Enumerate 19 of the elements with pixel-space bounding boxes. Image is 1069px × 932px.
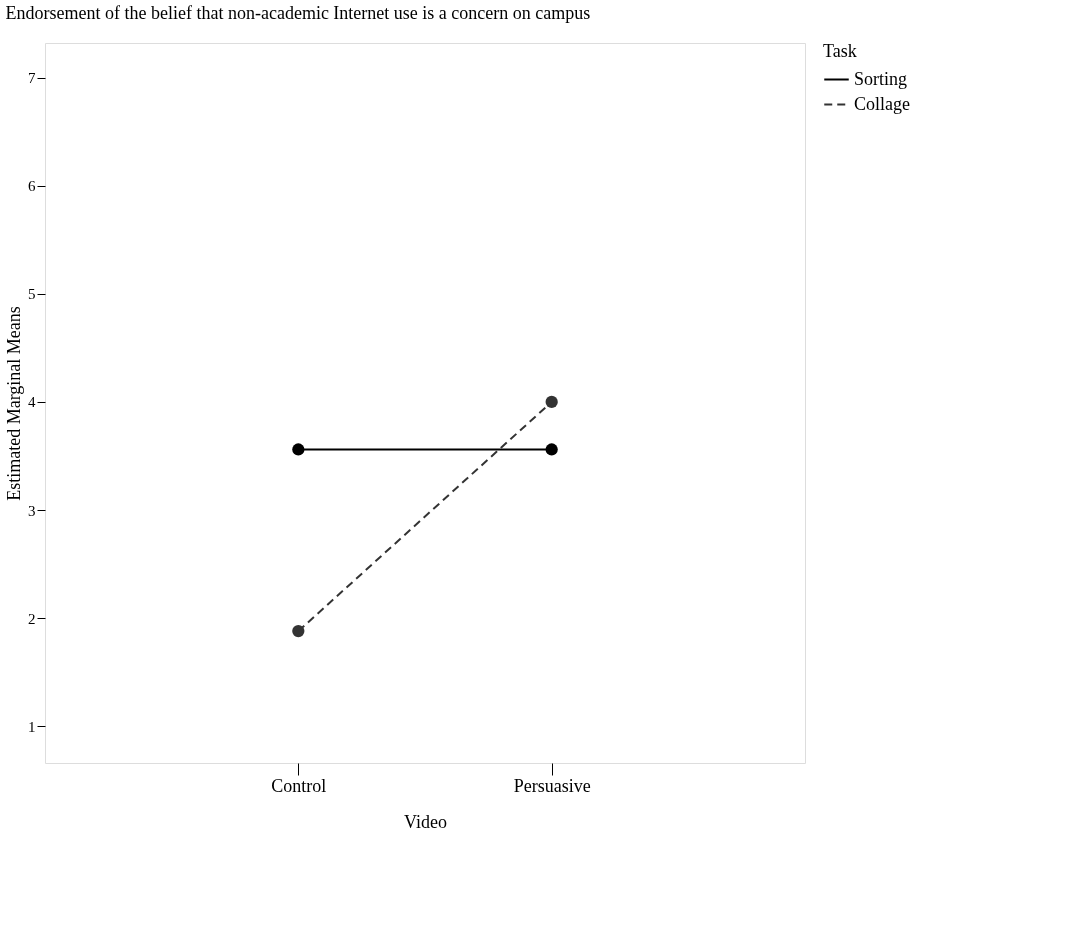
- y-tick-label: 7: [28, 70, 36, 87]
- point: [292, 443, 305, 456]
- legend-label: Sorting: [854, 68, 908, 89]
- point: [545, 395, 558, 409]
- point: [292, 625, 305, 638]
- x-tick-label: Control: [271, 775, 327, 796]
- x-axis-title: Video: [404, 811, 447, 832]
- y-axis-title: Estimated Marginal Means: [4, 306, 24, 501]
- legend-label: Collage: [854, 93, 910, 114]
- y-tick-label: 2: [28, 610, 36, 627]
- point: [545, 443, 558, 456]
- y-tick-label: 1: [28, 718, 36, 735]
- chart-title: Endorsement of the belief that non-academic Internet use is a concern on campus: [5, 3, 591, 23]
- y-tick-label: 6: [28, 178, 36, 195]
- y-tick-label: 3: [28, 502, 36, 519]
- x-tick-label: Persuasive: [513, 775, 591, 796]
- y-tick-label: 5: [28, 286, 36, 303]
- y-tick-label: 4: [28, 394, 36, 411]
- legend-title: Task: [823, 41, 857, 61]
